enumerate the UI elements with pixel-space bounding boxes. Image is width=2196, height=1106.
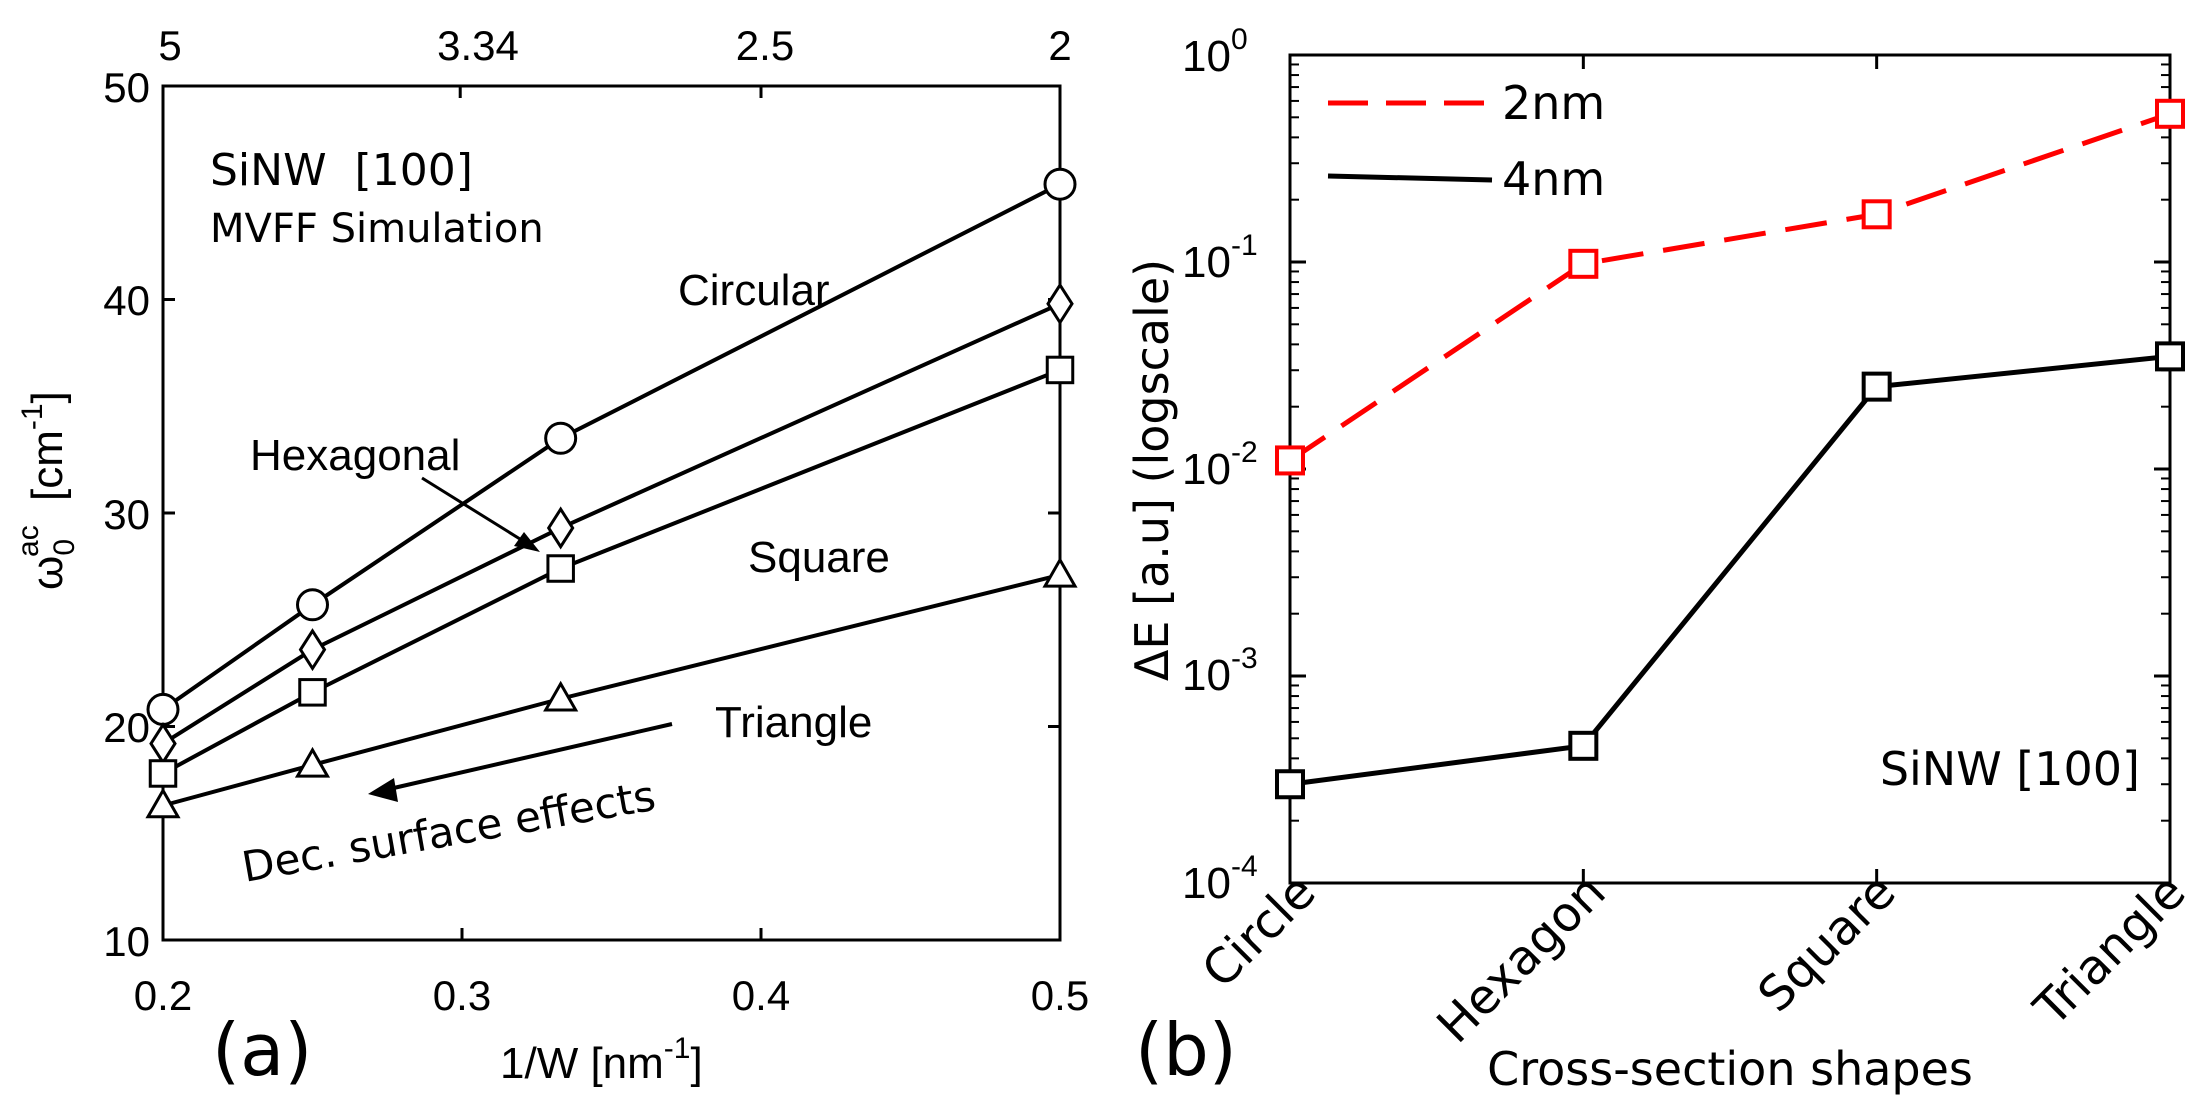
panel-b-ticks <box>1288 53 2172 885</box>
panel-a-series-label-square: Square <box>748 533 890 582</box>
panel-b-ytick-label: 10-2 <box>1182 436 1258 494</box>
panel-a-chart: 0.2 0.3 0.4 0.5 10 20 30 40 50 5 3.34 2.… <box>12 22 1089 1092</box>
panel-a-xtick-label: 0.2 <box>134 972 192 1019</box>
data-point-diamond <box>149 722 177 766</box>
panel-a-series-label-circular: Circular <box>678 266 830 315</box>
surface-effects-arrow-head <box>368 778 398 802</box>
surface-effects-annotation: Dec. surface effects <box>238 771 659 892</box>
panel-b-label: (b) <box>1135 1008 1237 1092</box>
data-point-circle <box>1043 167 1077 201</box>
panel-b-ytick-label: 100 <box>1182 23 1248 81</box>
panel-a-xtick-label: 0.5 <box>1031 972 1089 1019</box>
panel-a-subtitle: MVFF Simulation <box>210 206 544 252</box>
panel-a-series-label-hexagonal: Hexagonal <box>250 431 460 480</box>
panel-b-ytick-label: 10-3 <box>1182 642 1258 700</box>
data-point-circle <box>146 692 180 726</box>
data-point-triangle <box>294 746 331 778</box>
panel-b-chart: 100 10-1 10-2 10-3 10-4 Circle Hexagon S… <box>1125 23 2196 1096</box>
data-point-triangle <box>145 787 181 819</box>
panel-a-label: (a) <box>212 1008 312 1092</box>
panel-a-ytick-label: 10 <box>103 918 150 965</box>
data-point-2nm <box>1861 199 1892 230</box>
panel-b-category-label: Hexagon <box>1426 864 1616 1054</box>
panel-a-ylabel: ω0ac [cm-1] <box>12 391 81 590</box>
series-line-triangle <box>162 572 1061 808</box>
panel-a-xtick-label: 0.3 <box>433 972 491 1019</box>
panel-b-ytick-label: 10-4 <box>1182 850 1258 908</box>
series-line-hexagonal <box>161 301 1061 746</box>
panel-b-xlabel: Cross-section shapes <box>1487 1042 1973 1096</box>
panel-b-annotation: SiNW [100] <box>1880 742 2140 796</box>
legend-line-4nm <box>1327 173 1493 183</box>
panel-a-top-tick-label: 2 <box>1048 22 1071 69</box>
legend-label-2nm: 2nm <box>1502 76 1605 130</box>
panel-a-top-tick-label: 5 <box>158 22 181 69</box>
panel-a-top-tick-label: 2.5 <box>736 22 794 69</box>
panel-b-category-label: Square <box>1747 864 1906 1023</box>
data-point-square <box>546 554 575 583</box>
data-point-circle <box>544 421 578 455</box>
data-point-diamond <box>1046 282 1074 326</box>
panel-a-series-label-triangle: Triangle <box>715 698 872 747</box>
series-line-2nm <box>1288 111 2171 463</box>
data-point-diamond <box>546 506 575 550</box>
legend-label-4nm: 4nm <box>1502 152 1605 206</box>
panel-b-legend: 2nm 4nm <box>1327 76 1605 206</box>
data-point-square <box>148 759 178 788</box>
data-point-triangle <box>1042 556 1078 588</box>
panel-a-title: SiNW [100] <box>210 145 473 196</box>
panel-b-category-label: Triangle <box>2023 864 2196 1038</box>
panel-a-top-tick-label: 3.34 <box>437 22 519 69</box>
panel-a-xlabel: 1/W [nm-1] <box>500 1032 703 1088</box>
data-point-4nm <box>2155 341 2185 372</box>
series-line-4nm <box>1289 353 2171 787</box>
panel-a-xtick-label: 0.4 <box>732 972 790 1019</box>
panel-a-ytick-label: 30 <box>103 491 150 538</box>
data-point-2nm <box>2155 98 2185 129</box>
surface-effects-arrow <box>384 722 673 792</box>
data-point-2nm <box>1275 445 1305 476</box>
panel-a-ytick-label: 20 <box>103 704 150 751</box>
data-point-2nm <box>1568 248 1599 279</box>
hexagonal-arrow <box>421 476 529 546</box>
panel-a-series-group <box>145 167 1078 819</box>
series-line-circular <box>161 182 1061 712</box>
panel-a-ytick-label: 50 <box>103 64 150 111</box>
data-point-diamond <box>298 628 327 672</box>
panel-b-series-group <box>1275 98 2185 800</box>
data-point-4nm <box>1861 371 1892 402</box>
data-point-triangle <box>543 680 579 712</box>
data-point-square <box>298 678 327 707</box>
data-point-square <box>1045 355 1075 385</box>
panel-a-ytick-label: 40 <box>103 277 150 324</box>
panel-b-ylabel: ΔE [a.u] (logscale) <box>1125 259 1179 681</box>
panel-b-ytick-label: 10-1 <box>1182 229 1258 287</box>
data-point-4nm <box>1275 769 1305 800</box>
data-point-circle <box>296 588 329 622</box>
data-point-4nm <box>1568 730 1599 761</box>
series-line-square <box>162 368 1061 776</box>
